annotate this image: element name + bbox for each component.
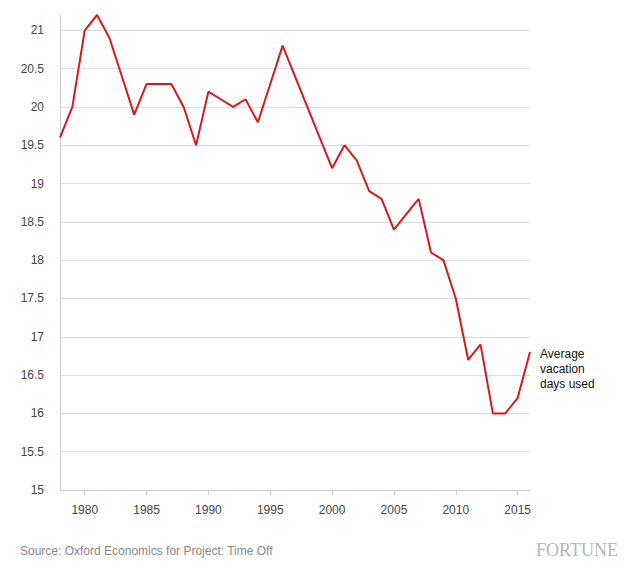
- svg-text:20.5: 20.5: [21, 62, 45, 76]
- svg-text:15: 15: [31, 483, 45, 497]
- svg-text:1995: 1995: [257, 503, 284, 517]
- svg-text:19: 19: [31, 177, 45, 191]
- svg-text:vacation: vacation: [540, 362, 588, 376]
- svg-text:19.5: 19.5: [21, 138, 45, 152]
- svg-text:1980: 1980: [71, 503, 98, 517]
- svg-text:16: 16: [31, 406, 45, 420]
- svg-text:Average: Average: [540, 347, 588, 361]
- svg-text:2000: 2000: [319, 503, 346, 517]
- svg-text:days used: days used: [540, 377, 595, 391]
- svg-text:18: 18: [31, 253, 45, 267]
- svg-text:16.5: 16.5: [21, 368, 45, 382]
- svg-text:1985: 1985: [133, 503, 160, 517]
- svg-text:15.5: 15.5: [21, 445, 45, 459]
- svg-text:17.5: 17.5: [21, 291, 45, 305]
- svg-text:18.5: 18.5: [21, 215, 45, 229]
- svg-text:2010: 2010: [442, 503, 469, 517]
- svg-text:2005: 2005: [381, 503, 408, 517]
- svg-text:FORTUNE: FORTUNE: [536, 540, 618, 560]
- svg-text:21: 21: [31, 23, 45, 37]
- svg-text:1990: 1990: [195, 503, 222, 517]
- svg-text:20: 20: [31, 100, 45, 114]
- svg-text:2015: 2015: [504, 503, 531, 517]
- svg-text:Source: Oxford Economics for P: Source: Oxford Economics for Project: Ti…: [20, 544, 273, 558]
- svg-text:17: 17: [31, 330, 45, 344]
